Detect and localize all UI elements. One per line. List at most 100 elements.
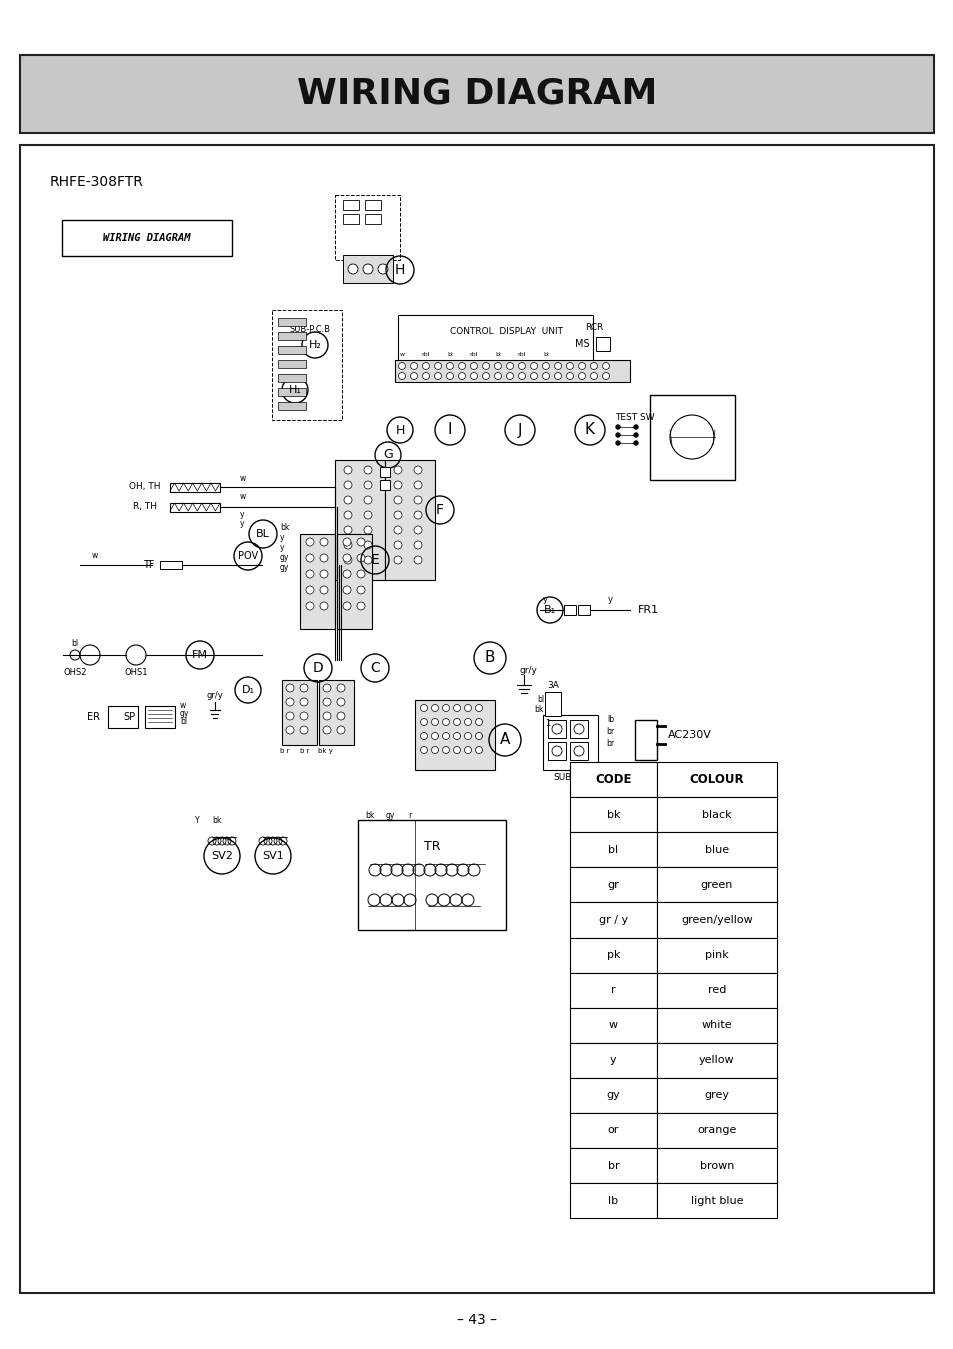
Bar bbox=[62, 220, 232, 256]
Circle shape bbox=[306, 538, 314, 546]
Text: TEST SW: TEST SW bbox=[615, 414, 654, 422]
Circle shape bbox=[431, 746, 438, 754]
Text: R, TH: R, TH bbox=[132, 502, 157, 511]
Bar bbox=[385, 460, 435, 580]
Circle shape bbox=[422, 363, 429, 370]
Circle shape bbox=[530, 363, 537, 370]
Text: rbl: rbl bbox=[517, 352, 526, 357]
Circle shape bbox=[299, 726, 308, 734]
Circle shape bbox=[602, 363, 609, 370]
Circle shape bbox=[364, 482, 372, 488]
Text: SP: SP bbox=[124, 712, 136, 722]
Circle shape bbox=[420, 719, 427, 726]
Text: WIRING DIAGRAM: WIRING DIAGRAM bbox=[296, 77, 657, 111]
Bar bbox=[569, 973, 657, 1008]
Text: lb: lb bbox=[606, 715, 614, 724]
Circle shape bbox=[475, 719, 482, 726]
Bar bbox=[657, 938, 776, 973]
Text: lb: lb bbox=[608, 1195, 618, 1206]
Circle shape bbox=[356, 585, 365, 594]
Circle shape bbox=[364, 556, 372, 564]
Text: w: w bbox=[91, 550, 98, 560]
Text: RCR: RCR bbox=[584, 322, 602, 332]
Bar bbox=[145, 706, 174, 728]
Circle shape bbox=[323, 684, 331, 692]
Bar bbox=[170, 483, 220, 492]
Circle shape bbox=[602, 372, 609, 379]
Bar bbox=[657, 1008, 776, 1043]
Text: CONTROL  DISPLAY  UNIT: CONTROL DISPLAY UNIT bbox=[450, 328, 562, 336]
Circle shape bbox=[414, 465, 421, 473]
Circle shape bbox=[634, 441, 638, 445]
Bar bbox=[657, 1148, 776, 1183]
Text: pk: pk bbox=[606, 950, 619, 960]
Circle shape bbox=[578, 372, 585, 379]
Text: black: black bbox=[701, 809, 731, 820]
Circle shape bbox=[414, 541, 421, 549]
Circle shape bbox=[475, 746, 482, 754]
Bar bbox=[335, 460, 385, 580]
Circle shape bbox=[394, 556, 401, 564]
Text: bk: bk bbox=[280, 523, 289, 533]
Text: gy: gy bbox=[280, 564, 289, 572]
Circle shape bbox=[344, 526, 352, 534]
Circle shape bbox=[431, 719, 438, 726]
Text: y: y bbox=[240, 519, 244, 527]
Circle shape bbox=[464, 719, 471, 726]
Bar bbox=[277, 374, 306, 382]
Circle shape bbox=[343, 602, 351, 610]
Circle shape bbox=[398, 363, 405, 370]
Text: light blue: light blue bbox=[690, 1195, 742, 1206]
Circle shape bbox=[410, 363, 417, 370]
Text: SUB-P.C.B: SUB-P.C.B bbox=[553, 773, 597, 782]
Text: green: green bbox=[700, 880, 732, 890]
Text: rbl: rbl bbox=[469, 352, 477, 357]
Text: A: A bbox=[499, 733, 510, 747]
Text: gr/y: gr/y bbox=[620, 769, 639, 778]
Text: bl: bl bbox=[71, 639, 78, 648]
Circle shape bbox=[286, 712, 294, 720]
Circle shape bbox=[566, 372, 573, 379]
Circle shape bbox=[458, 363, 465, 370]
Circle shape bbox=[434, 372, 441, 379]
Text: RHFE-308FTR: RHFE-308FTR bbox=[50, 175, 144, 189]
Circle shape bbox=[542, 363, 549, 370]
Circle shape bbox=[319, 585, 328, 594]
Bar bbox=[657, 973, 776, 1008]
Text: y: y bbox=[610, 1055, 616, 1066]
Text: gy: gy bbox=[606, 1090, 619, 1101]
Bar bbox=[277, 360, 306, 368]
Circle shape bbox=[394, 496, 401, 505]
Bar bbox=[569, 867, 657, 902]
Circle shape bbox=[343, 538, 351, 546]
Circle shape bbox=[363, 264, 373, 274]
Text: brown: brown bbox=[699, 1160, 734, 1171]
Circle shape bbox=[464, 746, 471, 754]
Circle shape bbox=[364, 465, 372, 473]
Circle shape bbox=[420, 746, 427, 754]
Bar bbox=[544, 692, 560, 716]
Text: yellow: yellow bbox=[699, 1055, 734, 1066]
Text: w: w bbox=[608, 1020, 618, 1031]
Circle shape bbox=[336, 726, 345, 734]
Circle shape bbox=[453, 746, 460, 754]
Circle shape bbox=[306, 585, 314, 594]
Text: H₁: H₁ bbox=[288, 384, 301, 395]
Text: H: H bbox=[395, 424, 404, 437]
Text: y: y bbox=[542, 595, 547, 604]
Text: blue: blue bbox=[704, 844, 728, 855]
Circle shape bbox=[336, 712, 345, 720]
Bar bbox=[318, 680, 354, 745]
Circle shape bbox=[590, 363, 597, 370]
Bar bbox=[277, 318, 306, 326]
Text: pink: pink bbox=[704, 950, 728, 960]
Bar bbox=[357, 820, 505, 929]
Circle shape bbox=[394, 482, 401, 488]
Bar bbox=[160, 561, 182, 569]
Text: D₁: D₁ bbox=[241, 685, 254, 695]
Bar bbox=[569, 797, 657, 832]
Circle shape bbox=[356, 602, 365, 610]
Text: b r: b r bbox=[280, 747, 290, 754]
Text: bk: bk bbox=[606, 809, 619, 820]
Text: E: E bbox=[370, 553, 379, 567]
